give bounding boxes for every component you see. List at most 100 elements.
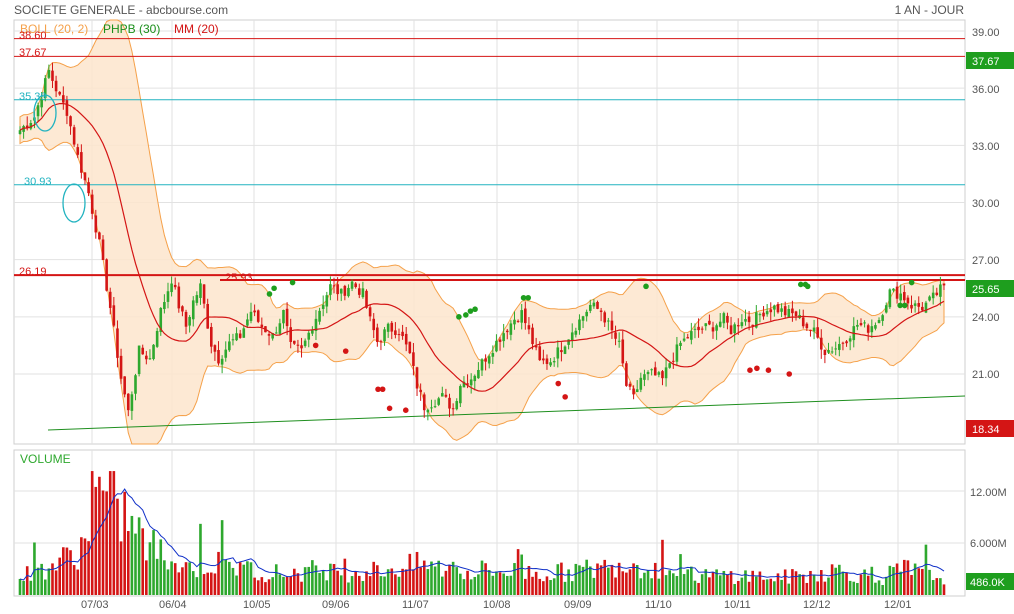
volume-bar xyxy=(715,569,718,595)
candle-body xyxy=(29,123,33,129)
candle-body xyxy=(336,284,339,295)
volume-bar xyxy=(607,567,610,595)
volume-bar xyxy=(560,562,563,595)
last-price-badge xyxy=(966,280,1014,297)
candle-body xyxy=(917,303,921,307)
candle-body xyxy=(65,100,69,116)
volume-bar xyxy=(740,577,744,595)
phpb-low-dot xyxy=(375,386,381,393)
candle-body xyxy=(567,339,570,345)
volume-bar xyxy=(357,575,361,595)
candle-body xyxy=(69,116,72,127)
volume-bar xyxy=(166,569,170,595)
candle-body xyxy=(830,351,834,353)
candle-body xyxy=(235,333,238,341)
candle-body xyxy=(578,319,581,331)
candle-body xyxy=(823,349,827,355)
candle-body xyxy=(527,325,531,330)
price-tick-24: 24.00 xyxy=(972,312,1000,324)
volume-bar xyxy=(650,578,653,595)
volume-bar xyxy=(690,566,693,595)
candle-body xyxy=(217,349,220,364)
candle-body xyxy=(343,285,347,296)
phpb-high-dot xyxy=(456,314,462,320)
phpb-high-dot xyxy=(463,312,469,318)
volume-bar xyxy=(542,581,545,595)
volume-bar xyxy=(347,582,350,595)
high-badge xyxy=(966,52,1014,69)
candle-body xyxy=(137,345,141,375)
candle-body xyxy=(54,80,58,92)
candle-body xyxy=(339,288,343,294)
moving-average-line xyxy=(19,102,945,392)
volume-bar xyxy=(538,578,542,595)
candle-body xyxy=(444,394,448,397)
volume-bar xyxy=(448,564,451,595)
candle-body xyxy=(123,376,126,395)
candle-body xyxy=(758,314,762,316)
candle-body xyxy=(36,105,40,117)
candle-body xyxy=(394,330,397,335)
candle-body xyxy=(40,98,43,108)
candle-body xyxy=(462,381,466,388)
candle-body xyxy=(437,398,440,405)
candle-body xyxy=(585,311,588,317)
phpb-low-dot xyxy=(555,380,562,387)
volume-bar xyxy=(462,579,466,595)
candle-body xyxy=(888,289,892,308)
last-volume-badge-text: 486.0K xyxy=(970,577,1006,589)
volume-bar xyxy=(603,559,607,595)
candle-body xyxy=(433,406,437,408)
candle-body xyxy=(271,333,274,339)
candle-body xyxy=(285,308,289,327)
volume-bar xyxy=(184,562,188,595)
candle-body xyxy=(524,308,527,324)
candle-body xyxy=(62,95,65,103)
level-label-26-19: 26.19 xyxy=(19,266,47,278)
candle-body xyxy=(718,321,722,327)
candle-body xyxy=(206,303,209,329)
volume-bar xyxy=(173,563,177,595)
volume-bar xyxy=(621,571,625,595)
volume-bar xyxy=(700,574,704,595)
volume-bar xyxy=(733,584,736,595)
volume-bar xyxy=(722,570,726,595)
horizontal-levels xyxy=(14,38,965,282)
volume-bar xyxy=(314,565,318,595)
candle-body xyxy=(191,300,195,320)
candle-body xyxy=(408,341,412,354)
volume-bar xyxy=(466,570,469,595)
volume-bar xyxy=(866,575,870,595)
volume-bar xyxy=(708,577,711,595)
candle-body xyxy=(329,284,332,295)
candle-body xyxy=(614,332,617,339)
x-label-06-04: 06/04 xyxy=(159,599,187,611)
volume-bar xyxy=(145,560,148,595)
volume-bar xyxy=(231,567,235,595)
candle-body xyxy=(376,327,379,342)
volume-bar xyxy=(729,571,733,595)
volume-bar xyxy=(758,571,762,595)
candle-body xyxy=(419,389,422,393)
volume-average-line xyxy=(19,488,945,581)
candle-body xyxy=(126,393,130,411)
volume-bar xyxy=(632,563,635,595)
volume-bar xyxy=(556,564,560,595)
candle-body xyxy=(325,295,329,307)
candle-body xyxy=(520,310,524,323)
candle-body xyxy=(145,355,148,360)
volume-bar xyxy=(394,574,397,595)
candle-body xyxy=(856,324,859,327)
volume-bar xyxy=(617,562,621,595)
volume-bar xyxy=(181,567,184,595)
volume-bar xyxy=(141,528,145,595)
candle-body xyxy=(834,348,838,350)
candle-body xyxy=(213,345,217,352)
volume-bar xyxy=(47,568,51,595)
candle-body xyxy=(816,327,819,338)
candle-body xyxy=(877,319,881,324)
volume-bar xyxy=(62,547,65,595)
volume-bar xyxy=(444,570,448,595)
volume-bar xyxy=(874,582,877,595)
chart-title: SOCIETE GENERALE - abcbourse.com xyxy=(14,3,229,17)
